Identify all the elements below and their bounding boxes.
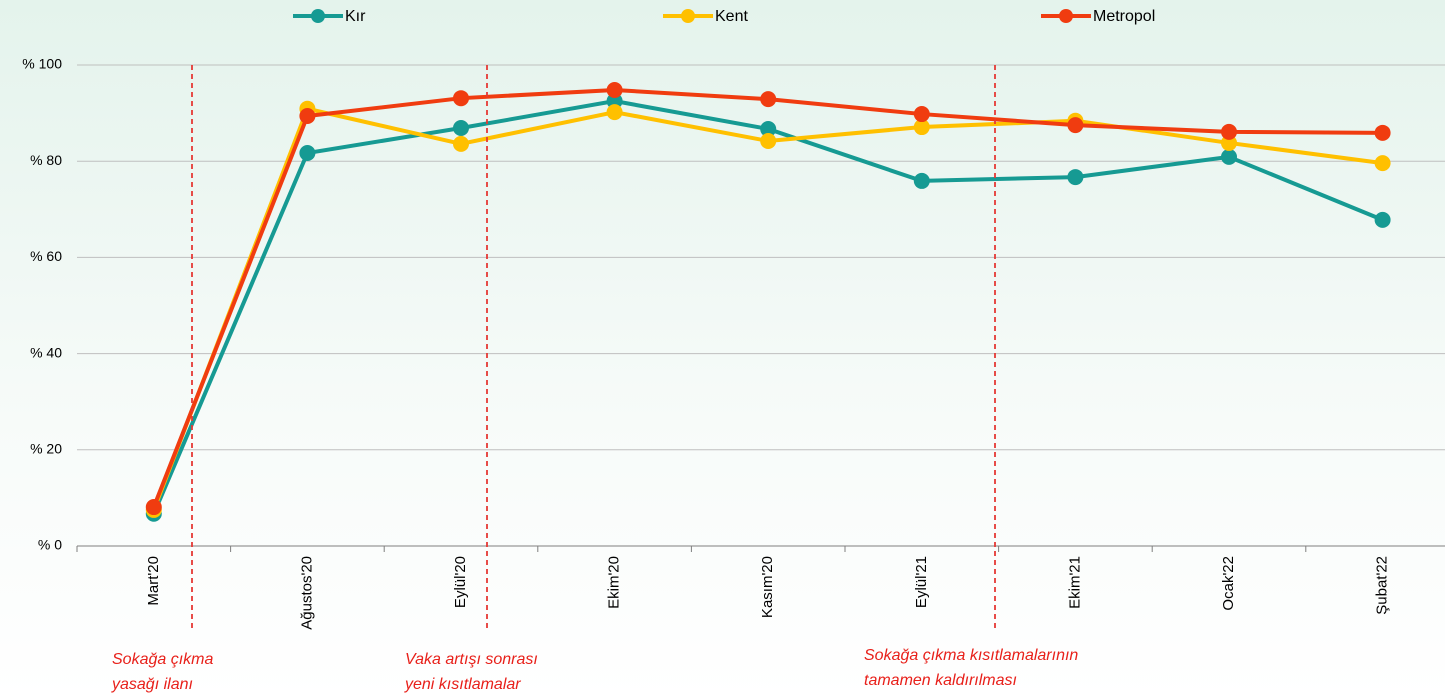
point [606, 104, 623, 121]
point [299, 107, 316, 124]
point [760, 120, 777, 137]
point [913, 172, 930, 189]
point [760, 132, 777, 149]
point [453, 90, 469, 107]
y-tick-label: % 0 [38, 537, 62, 553]
point [606, 82, 623, 99]
legend-label: Metropol [1093, 8, 1155, 25]
point [1221, 123, 1237, 140]
x-tick-label: Şubat'22 [1374, 556, 1391, 615]
annotation: Sokağa çıkma kısıtlamalarının [864, 647, 1078, 664]
y-tick-label: % 80 [30, 152, 62, 168]
x-tick-label: Ocak'22 [1220, 556, 1237, 611]
x-tick-label: Ekim'20 [606, 556, 623, 609]
legend-marker [1059, 9, 1073, 23]
point [1374, 155, 1391, 172]
point [1374, 124, 1391, 141]
y-tick-label: % 100 [22, 56, 62, 72]
plot: % 0 % 20 % 40 % 60 % 80 % 100 Mart'20 Ağustos'2… [22, 56, 1445, 630]
annotation: Sokağa çıkma [112, 651, 213, 668]
point [145, 499, 162, 516]
annotation: Vaka artışı sonrası [405, 651, 538, 668]
point [1067, 169, 1084, 186]
x-tick-label: Mart'20 [145, 556, 162, 606]
y-tick-label: % 20 [30, 441, 62, 457]
legend-label: Kır [345, 8, 366, 25]
point [913, 119, 930, 136]
point [453, 120, 469, 137]
y-tick-label: % 40 [30, 344, 62, 360]
legend-marker [681, 9, 695, 23]
annotation: yeni kısıtlamalar [404, 676, 521, 693]
annotation: tamamen kaldırılması [864, 672, 1017, 689]
legend-label: Kent [715, 8, 748, 25]
x-tick-label: Kasım'20 [759, 556, 776, 618]
x-tick-label: Eylül'20 [452, 556, 469, 608]
point [606, 93, 623, 110]
y-tick-label: % 60 [30, 248, 62, 264]
x-tick-label: Ağustos'20 [298, 556, 315, 630]
point [1221, 148, 1237, 165]
x-tick-label: Eylül'21 [913, 556, 930, 608]
annotation: yasağı ilanı [111, 676, 193, 693]
legend-marker [311, 9, 325, 23]
point [1374, 211, 1391, 228]
point [913, 106, 930, 123]
point [760, 91, 777, 108]
point [453, 135, 469, 152]
point [1067, 117, 1084, 134]
point [1221, 134, 1237, 151]
point [299, 145, 316, 162]
x-tick-label: Ekim'21 [1066, 556, 1083, 609]
